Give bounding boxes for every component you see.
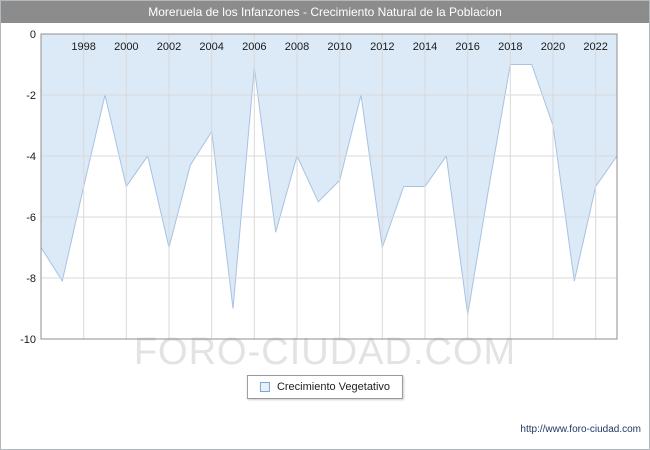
area-chart: 1998 2000 2002 2004 2006 2008 2010 2012 2014 2016…: [20, 29, 618, 346]
svg-text:2014: 2014: [413, 41, 437, 53]
svg-text:2002: 2002: [157, 41, 181, 53]
svg-text:2010: 2010: [327, 41, 351, 53]
svg-text:0: 0: [30, 29, 36, 41]
svg-text:2022: 2022: [583, 41, 607, 53]
svg-text:-2: -2: [26, 90, 36, 102]
svg-text:2006: 2006: [242, 41, 266, 53]
watermark: FORO-CIUDAD.COM: [133, 331, 517, 373]
svg-text:2000: 2000: [114, 41, 138, 53]
svg-text:-8: -8: [26, 273, 36, 285]
svg-text:2008: 2008: [285, 41, 309, 53]
svg-text:2016: 2016: [455, 41, 479, 53]
chart-title: Moreruela de los Infanzones - Crecimient…: [1, 1, 649, 23]
legend-label: Crecimiento Vegetativo: [276, 381, 391, 393]
svg-text:-6: -6: [26, 212, 36, 224]
svg-text:2020: 2020: [541, 41, 565, 53]
svg-text:2018: 2018: [498, 41, 522, 53]
svg-text:2012: 2012: [370, 41, 394, 53]
svg-text:1998: 1998: [71, 41, 95, 53]
footer-url: http://www.foro-ciudad.com: [520, 424, 641, 435]
svg-text:-10: -10: [20, 334, 36, 346]
svg-text:-4: -4: [26, 151, 36, 163]
legend: Crecimiento Vegetativo: [246, 375, 404, 399]
legend-swatch-icon: [259, 382, 270, 392]
svg-text:2004: 2004: [199, 41, 223, 53]
